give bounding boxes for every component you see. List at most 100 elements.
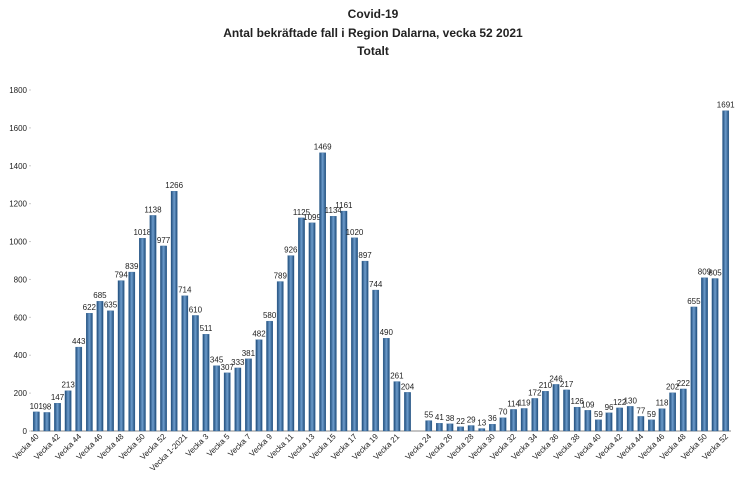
data-label: 482 <box>252 330 266 339</box>
bar <box>573 406 581 432</box>
data-label: 222 <box>677 379 691 388</box>
bar <box>86 313 93 432</box>
data-label: 261 <box>390 372 404 381</box>
data-label: 38 <box>445 414 454 423</box>
data-label: 22 <box>456 417 465 426</box>
bar <box>192 315 199 432</box>
bar <box>149 215 157 432</box>
data-label: 345 <box>210 356 224 365</box>
bar <box>425 420 433 432</box>
bar <box>245 358 252 432</box>
data-label: 1469 <box>314 143 332 152</box>
data-label: 635 <box>104 301 118 310</box>
bar <box>234 367 242 432</box>
bar <box>329 216 337 432</box>
y-tick-label: 1600 <box>9 124 27 133</box>
bar <box>255 339 263 432</box>
bar <box>499 417 507 432</box>
data-label: 809 <box>698 268 712 277</box>
data-label: 126 <box>571 397 585 406</box>
data-label: 202 <box>666 383 680 392</box>
bar <box>64 390 72 432</box>
bar <box>361 260 369 432</box>
bar <box>276 281 284 432</box>
y-tick-label: 0 <box>23 427 28 436</box>
data-label: 172 <box>528 388 542 397</box>
y-tick-label: 1800 <box>9 86 27 95</box>
bar <box>531 398 539 432</box>
bar <box>372 289 380 432</box>
data-label: 217 <box>560 380 574 389</box>
data-label: 101 <box>30 402 44 411</box>
bar <box>139 237 146 432</box>
data-label: 147 <box>51 393 65 402</box>
bar <box>32 411 40 432</box>
y-tick-label: 400 <box>14 351 28 360</box>
bar <box>595 419 602 432</box>
bar <box>54 403 61 432</box>
bar <box>637 416 645 432</box>
data-label: 36 <box>488 414 497 423</box>
data-label: 1138 <box>144 205 162 214</box>
data-label: 580 <box>263 311 277 320</box>
bar <box>563 389 570 432</box>
data-label: 77 <box>636 406 645 415</box>
data-label: 977 <box>157 236 171 245</box>
bar <box>266 320 273 432</box>
data-label: 29 <box>467 416 476 425</box>
data-label: 789 <box>274 272 288 281</box>
data-label: 204 <box>401 382 415 391</box>
bar <box>679 388 687 432</box>
bar <box>658 408 666 432</box>
data-label: 511 <box>200 324 213 333</box>
bar <box>128 271 136 432</box>
y-tick-label: 800 <box>14 275 28 284</box>
bar <box>489 424 496 432</box>
data-label: 1020 <box>346 228 364 237</box>
bar <box>446 423 454 432</box>
bar <box>43 412 51 432</box>
data-label: 443 <box>72 337 86 346</box>
bar <box>213 365 220 432</box>
bar <box>616 407 623 432</box>
bar <box>436 423 443 432</box>
bar <box>170 191 178 432</box>
bar <box>319 152 326 432</box>
y-tick-label: 200 <box>14 389 28 398</box>
bar <box>75 346 83 432</box>
bar <box>711 278 719 432</box>
bar <box>351 237 358 432</box>
data-label: 122 <box>613 398 627 407</box>
bar <box>467 425 475 432</box>
bar <box>552 384 560 432</box>
bar <box>722 110 730 432</box>
data-label: 1266 <box>165 181 183 190</box>
data-label: 805 <box>708 268 722 277</box>
chart-subtitle: Totalt <box>357 44 389 58</box>
data-label: 1125 <box>293 208 311 217</box>
data-label: 59 <box>594 410 603 419</box>
data-label: 622 <box>83 303 97 312</box>
y-tick-label: 1200 <box>9 200 27 209</box>
bar <box>160 245 167 432</box>
data-label: 897 <box>358 251 372 260</box>
data-label: 119 <box>518 398 531 407</box>
data-label: 333 <box>231 358 245 367</box>
data-label: 839 <box>125 262 139 271</box>
data-label: 381 <box>242 349 256 358</box>
bar <box>584 410 592 432</box>
data-label: 1099 <box>303 213 321 222</box>
data-label: 794 <box>114 271 128 280</box>
data-label: 70 <box>499 408 508 417</box>
data-label: 610 <box>189 305 203 314</box>
data-label: 13 <box>477 419 486 428</box>
bar <box>690 306 698 432</box>
data-label: 114 <box>507 399 520 408</box>
data-label: 118 <box>656 399 669 408</box>
data-label: 210 <box>539 381 553 390</box>
bar <box>669 392 676 432</box>
data-label: 109 <box>581 400 595 409</box>
bar <box>340 210 348 432</box>
data-label: 307 <box>221 363 235 372</box>
